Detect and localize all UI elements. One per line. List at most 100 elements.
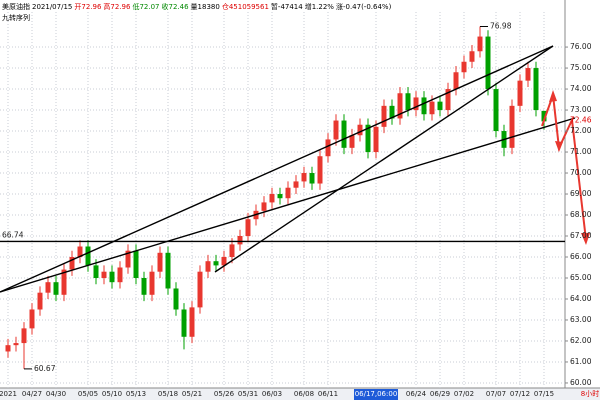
y-tick-label: 72.00: [570, 126, 592, 135]
candle-body: [85, 246, 91, 266]
x-tick-label: 05/05: [78, 390, 98, 398]
quote-field: 美原油指: [2, 3, 30, 11]
quote-field: 仓451059561: [221, 3, 269, 11]
candle-body: [397, 93, 403, 119]
x-tick-label: 07/02: [454, 390, 474, 398]
x-tick-label: 06/03: [262, 390, 282, 398]
candle-body: [237, 236, 243, 245]
x-tick-label: 07/12: [510, 390, 530, 398]
x-tick-label: 06/11: [318, 390, 338, 398]
candle-body: [389, 105, 395, 119]
candle-body: [125, 250, 131, 268]
candle-body: [469, 51, 475, 62]
y-tick-label: 71.00: [570, 147, 592, 156]
x-tick-label: 06/17,06:00: [355, 390, 398, 398]
x-tick-label: 04/30: [46, 390, 66, 398]
x-tick-label: 06/29: [430, 390, 450, 398]
candle-body: [13, 343, 19, 346]
quote-field: 低72.07: [132, 3, 160, 11]
candle-body: [37, 292, 43, 310]
x-tick-label: 06/08: [294, 390, 314, 398]
candle-body: [101, 271, 107, 278]
last-price-label: 72.46: [570, 115, 592, 124]
quote-field: 2021/07/15: [32, 3, 73, 11]
cursor-label-bg: [354, 389, 398, 400]
y-tick-label: 62.00: [570, 336, 592, 345]
trend-line: [214, 45, 554, 273]
candle-body: [429, 101, 435, 115]
candle-body: [77, 246, 83, 257]
y-tick-label: 70.00: [570, 168, 592, 177]
candle-body: [349, 135, 355, 148]
candle-body: [541, 110, 547, 122]
candle-body: [61, 269, 67, 295]
candle-body: [149, 271, 155, 295]
arrow-head: [549, 90, 557, 102]
candle-body: [173, 288, 179, 310]
candle-body: [381, 105, 387, 127]
candle-body: [341, 120, 347, 148]
quote-field: 增1.22%: [304, 3, 334, 11]
candle-body: [413, 97, 419, 111]
candle-body: [461, 61, 467, 73]
candle-body: [445, 89, 451, 111]
annotation-label: 60.67: [34, 364, 56, 373]
quote-field: 开72.96: [74, 3, 102, 11]
y-tick-label: 67.00: [570, 231, 592, 240]
candle-body: [365, 124, 371, 153]
y-tick-label: 73.00: [570, 105, 592, 114]
x-tick-label: 07/15: [534, 390, 554, 398]
candle-body: [21, 328, 27, 344]
y-tick-label: 64.00: [570, 294, 592, 303]
arrow-head: [581, 233, 590, 245]
candle-body: [205, 261, 211, 272]
candle-body: [93, 265, 99, 278]
candle-body: [301, 173, 307, 182]
x-tick-label: 2021: [0, 390, 17, 398]
candle-body: [373, 126, 379, 153]
candle-body: [421, 97, 427, 115]
candle-body: [509, 105, 515, 148]
candle-body: [405, 93, 411, 111]
candle-body: [477, 36, 483, 52]
y-tick-label: 60.00: [570, 378, 592, 387]
candle-body: [69, 256, 75, 270]
quote-field: 高72.96: [103, 3, 131, 11]
x-tick-label: 04/27: [22, 390, 42, 398]
candle-body: [453, 72, 459, 90]
candle-body: [45, 282, 51, 293]
x-tick-label: 07/07: [486, 390, 506, 398]
y-tick-label: 66.00: [570, 252, 592, 261]
period-label: 8小时: [581, 389, 599, 398]
x-tick-label: 06/24: [406, 390, 427, 398]
trend-line: [0, 45, 554, 293]
candle-body: [525, 68, 531, 81]
candle-body: [493, 89, 499, 132]
x-tick-label: 05/26: [214, 390, 235, 398]
y-tick-label: 76.00: [570, 42, 592, 51]
candle-body: [437, 101, 443, 111]
quote-header: 美原油指 2021/07/15 开72.96 高72.96 低72.07 收72.46 量1…: [2, 2, 393, 12]
candle-body: [229, 244, 235, 257]
y-tick-label: 61.00: [570, 357, 592, 366]
x-axis-band: [0, 388, 600, 400]
candle-body: [293, 181, 299, 188]
annotation-label: 76.98: [490, 21, 512, 30]
quote-field: 暂-47414: [270, 3, 303, 11]
candle-body: [533, 68, 539, 111]
y-tick-label: 68.00: [570, 210, 592, 219]
candle-body: [245, 219, 251, 237]
quote-field: 量18380: [190, 3, 220, 11]
candle-body: [309, 173, 315, 184]
candle-body: [189, 307, 195, 337]
candle-body: [197, 271, 203, 308]
candle-body: [157, 252, 163, 272]
candle-body: [5, 345, 11, 352]
arrow-head: [555, 141, 563, 152]
candle-body: [213, 261, 219, 266]
quote-field: 收72.46: [161, 3, 189, 11]
trend-line: [0, 117, 576, 293]
indicator-label: 九转序列: [2, 14, 30, 22]
